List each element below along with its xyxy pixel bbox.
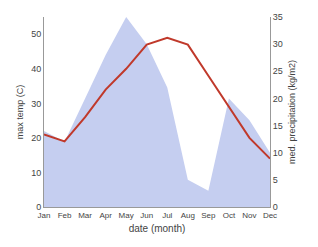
svg-text:0: 0 [36, 202, 41, 212]
svg-text:Nov: Nov [242, 211, 256, 220]
svg-text:35: 35 [273, 12, 283, 22]
svg-text:25: 25 [273, 66, 283, 76]
svg-text:Mar: Mar [78, 211, 92, 220]
svg-text:Aug: Aug [181, 211, 195, 220]
svg-text:date (month): date (month) [129, 223, 186, 234]
svg-text:5: 5 [273, 175, 278, 185]
svg-text:10: 10 [31, 168, 41, 178]
svg-text:30: 30 [273, 39, 283, 49]
svg-text:10: 10 [273, 148, 283, 158]
svg-text:15: 15 [273, 121, 283, 131]
svg-text:Jun: Jun [140, 211, 153, 220]
svg-text:May: May [119, 211, 134, 220]
svg-text:40: 40 [31, 64, 41, 74]
svg-text:Oct: Oct [223, 211, 236, 220]
svg-text:30: 30 [31, 99, 41, 109]
svg-text:med. precipitation (kg/m2): med. precipitation (kg/m2) [287, 60, 297, 164]
svg-text:Jan: Jan [38, 211, 51, 220]
svg-text:max temp (C): max temp (C) [15, 85, 25, 140]
svg-text:20: 20 [273, 94, 283, 104]
svg-text:Feb: Feb [58, 211, 72, 220]
svg-text:Apr: Apr [99, 211, 112, 220]
svg-text:Sep: Sep [201, 211, 216, 220]
svg-text:Dec: Dec [263, 211, 277, 220]
svg-text:20: 20 [31, 133, 41, 143]
svg-text:Jul: Jul [162, 211, 172, 220]
svg-text:0: 0 [273, 202, 278, 212]
svg-text:50: 50 [31, 29, 41, 39]
